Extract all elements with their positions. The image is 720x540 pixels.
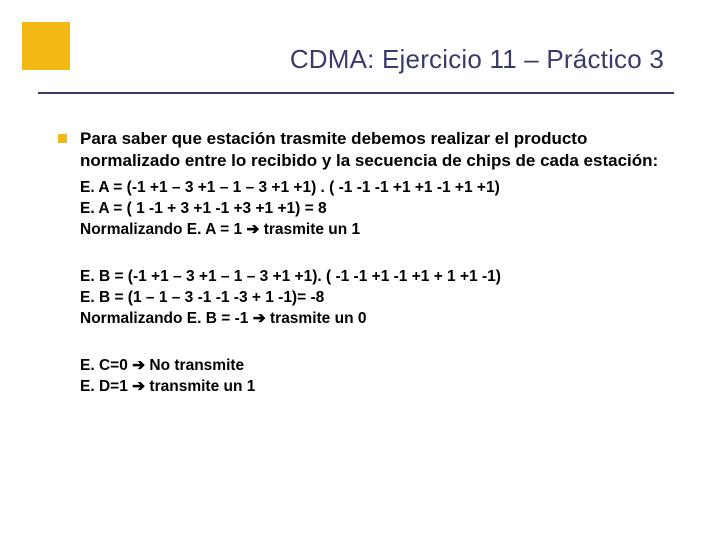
title-wrap: CDMA: Ejercicio 11 – Práctico 3 (0, 44, 720, 75)
ea-line1: E. A = (-1 +1 – 3 +1 – 1 – 3 +1 +1) . ( … (80, 178, 670, 199)
ea-line3-pre: Normalizando E. A = 1 (80, 221, 246, 238)
intro-row: Para saber que estación trasmite debemos… (80, 128, 670, 172)
ea-line3-post: trasmite un 1 (259, 221, 360, 238)
ed-post: transmite un 1 (145, 378, 255, 395)
arrow-icon: ➔ (132, 378, 145, 395)
eb-line3: Normalizando E. B = -1 ➔ trasmite un 0 (80, 309, 670, 330)
slide: CDMA: Ejercicio 11 – Práctico 3 Para sab… (0, 0, 720, 540)
body: Para saber que estación trasmite debemos… (80, 128, 670, 424)
eb-line3-pre: Normalizando E. B = -1 (80, 310, 253, 327)
arrow-icon: ➔ (132, 357, 145, 374)
ed-line: E. D=1 ➔ transmite un 1 (80, 377, 670, 398)
bullet-icon (58, 134, 67, 143)
eb-line1: E. B = (-1 +1 – 3 +1 – 1 – 3 +1 +1). ( -… (80, 267, 670, 288)
arrow-icon: ➔ (253, 310, 266, 327)
ea-line3: Normalizando E. A = 1 ➔ trasmite un 1 (80, 220, 670, 241)
ec-pre: E. C=0 (80, 357, 132, 374)
ea-line2: E. A = ( 1 -1 + 3 +1 -1 +3 +1 +1) = 8 (80, 199, 670, 220)
block-a: E. A = (-1 +1 – 3 +1 – 1 – 3 +1 +1) . ( … (80, 178, 670, 241)
arrow-icon: ➔ (246, 221, 259, 238)
ec-line: E. C=0 ➔ No transmite (80, 356, 670, 377)
block-b: E. B = (-1 +1 – 3 +1 – 1 – 3 +1 +1). ( -… (80, 267, 670, 330)
intro-text: Para saber que estación trasmite debemos… (80, 128, 670, 172)
eb-line3-post: trasmite un 0 (266, 310, 367, 327)
block-cd: E. C=0 ➔ No transmite E. D=1 ➔ transmite… (80, 356, 670, 398)
horizontal-rule (38, 92, 674, 94)
slide-title: CDMA: Ejercicio 11 – Práctico 3 (0, 44, 664, 75)
eb-line2: E. B = (1 – 1 – 3 -1 -1 -3 + 1 -1)= -8 (80, 288, 670, 309)
ed-pre: E. D=1 (80, 378, 132, 395)
ec-post: No transmite (145, 357, 244, 374)
